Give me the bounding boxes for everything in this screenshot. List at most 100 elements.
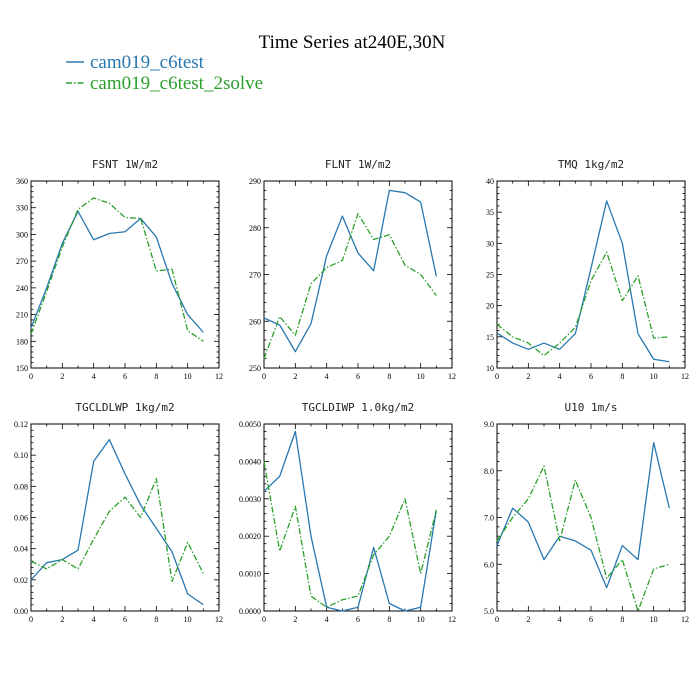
x-tick-label: 0: [262, 615, 266, 624]
plot-frame: [263, 423, 453, 612]
plot-frame: [496, 180, 686, 369]
y-tick-label: 0.0010: [239, 570, 261, 579]
y-tick-label: 0.12: [14, 420, 28, 429]
y-tick-label: 270: [16, 257, 28, 266]
x-tick-label: 2: [526, 615, 530, 624]
figure-legend: cam019_c6test cam019_c6test_2solve: [66, 52, 263, 94]
x-tick-label: 8: [154, 615, 158, 624]
panel-title: TGCLDIWP 1.0kg/m2: [302, 401, 415, 414]
y-tick-label: 270: [249, 271, 261, 280]
y-tick-label: 240: [16, 284, 28, 293]
x-tick-label: 6: [123, 372, 127, 381]
chart-panel-4: TGCLDLWP 1kg/m2 0 2 4 6 8 10 12 0.00 0.02 0.04 0.06…: [14, 401, 223, 624]
panel-title: U10 1m/s: [565, 401, 618, 414]
y-tick-label: 30: [486, 239, 494, 248]
x-tick-label: 6: [589, 615, 593, 624]
y-tick-label: 330: [16, 204, 28, 213]
plot-frame: [30, 423, 220, 612]
y-tick-label: 0.00: [14, 607, 28, 616]
x-tick-label: 4: [92, 372, 96, 381]
panel-title: FSNT 1W/m2: [92, 158, 158, 171]
chart-panel-6: U10 1m/s 0 2 4 6 8 10 12 5.0 6.0 7.0 8.0 9.0: [484, 401, 689, 624]
y-tick-label: 15: [486, 333, 494, 342]
panel-title: TMQ 1kg/m2: [558, 158, 624, 171]
chart-panel-3: TMQ 1kg/m2 0 2 4 6 8 10 12 10 15 20 25 30 35 40: [486, 158, 689, 381]
x-tick-label: 0: [495, 615, 499, 624]
legend-label-cam019-c6test-2solve: cam019_c6test_2solve: [90, 73, 263, 94]
y-tick-label: 250: [249, 364, 261, 373]
y-tick-label: 150: [16, 364, 28, 373]
chart-panel-2: FLNT 1W/m2 0 2 4 6 8 10 12 250 260 270 280 290: [249, 158, 456, 381]
y-tick-label: 7.0: [484, 514, 494, 523]
x-tick-label: 8: [620, 372, 624, 381]
series-line-cam019-c6test: [30, 438, 204, 606]
y-tick-label: 35: [486, 208, 494, 217]
series-line-cam019-c6test: [496, 200, 670, 363]
y-tick-label: 0.04: [14, 545, 28, 554]
y-tick-label: 180: [16, 337, 28, 346]
y-tick-label: 0.02: [14, 576, 28, 585]
x-tick-label: 12: [215, 372, 223, 381]
x-tick-label: 12: [681, 615, 689, 624]
y-tick-label: 0.06: [14, 514, 28, 523]
x-tick-label: 6: [356, 615, 360, 624]
y-tick-label: 0.10: [14, 451, 28, 460]
x-tick-label: 4: [92, 615, 96, 624]
x-tick-label: 6: [123, 615, 127, 624]
plot-frame: [263, 180, 453, 369]
x-tick-label: 10: [650, 372, 658, 381]
x-tick-label: 4: [325, 615, 329, 624]
series-line-cam019-c6test: [30, 210, 204, 333]
y-tick-label: 210: [16, 311, 28, 320]
x-tick-label: 10: [184, 372, 192, 381]
x-tick-label: 12: [215, 615, 223, 624]
x-tick-label: 4: [558, 615, 562, 624]
x-tick-label: 10: [650, 615, 658, 624]
x-tick-label: 4: [558, 372, 562, 381]
x-tick-label: 6: [589, 372, 593, 381]
series-line-cam019-c6test-2solve: [30, 477, 204, 583]
y-tick-label: 360: [16, 177, 28, 186]
y-tick-label: 25: [486, 271, 494, 280]
x-tick-label: 10: [417, 372, 425, 381]
chart-panel-1: FSNT 1W/m2 0 2 4 6 8 10 12 150 180 210 240 270 300 330…: [16, 158, 223, 381]
x-tick-label: 2: [60, 615, 64, 624]
y-tick-label: 20: [486, 302, 494, 311]
x-tick-label: 2: [60, 372, 64, 381]
y-tick-label: 0.0040: [239, 457, 261, 466]
y-tick-label: 5.0: [484, 607, 494, 616]
x-tick-label: 12: [681, 372, 689, 381]
panel-title: FLNT 1W/m2: [325, 158, 391, 171]
y-tick-label: 6.0: [484, 560, 494, 569]
x-tick-label: 12: [448, 372, 456, 381]
y-tick-label: 10: [486, 364, 494, 373]
x-tick-label: 8: [387, 372, 391, 381]
x-tick-label: 10: [184, 615, 192, 624]
x-tick-label: 2: [293, 615, 297, 624]
series-line-cam019-c6test: [263, 430, 437, 612]
figure-title: Time Series at240E,30N: [259, 32, 446, 53]
x-tick-label: 12: [448, 615, 456, 624]
y-tick-label: 8.0: [484, 467, 494, 476]
x-tick-label: 6: [356, 372, 360, 381]
y-tick-label: 0.0050: [239, 420, 261, 429]
x-tick-label: 10: [417, 615, 425, 624]
x-tick-label: 2: [526, 372, 530, 381]
y-tick-label: 0.0030: [239, 495, 261, 504]
y-tick-label: 290: [249, 177, 261, 186]
y-tick-label: 280: [249, 224, 261, 233]
chart-panel-5: TGCLDIWP 1.0kg/m2 0 2 4 6 8 10 12 0.0000 0.0010 0.…: [239, 401, 456, 624]
series-line-cam019-c6test-2solve: [263, 461, 437, 608]
legend-label-cam019-c6test: cam019_c6test: [90, 52, 205, 73]
chart-panels: FSNT 1W/m20 2 4 6 8 10 12150180210240270300330…: [14, 158, 689, 624]
y-tick-label: 0.0000: [239, 607, 261, 616]
series-line-cam019-c6test-2solve: [263, 213, 437, 359]
x-tick-label: 0: [262, 372, 266, 381]
plot-frame: [30, 180, 220, 369]
x-tick-label: 8: [620, 615, 624, 624]
y-tick-label: 40: [486, 177, 494, 186]
panel-title: TGCLDLWP 1kg/m2: [75, 401, 174, 414]
series-line-cam019-c6test-2solve: [30, 197, 204, 342]
x-tick-label: 4: [325, 372, 329, 381]
y-tick-label: 260: [249, 317, 261, 326]
